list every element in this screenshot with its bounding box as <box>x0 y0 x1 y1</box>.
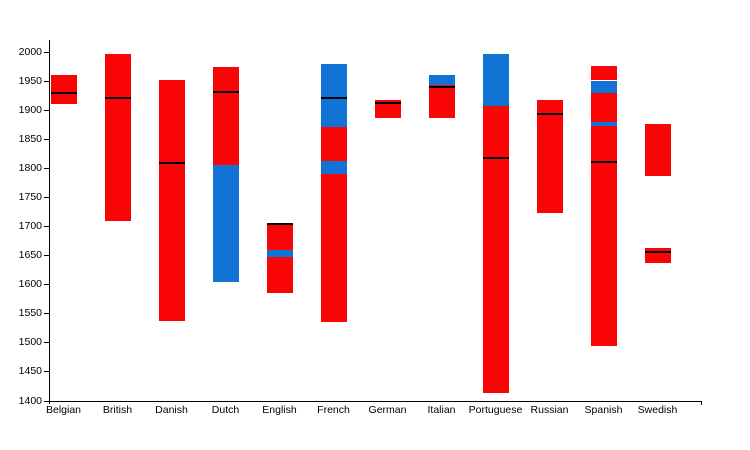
y-tick-mark <box>44 400 49 402</box>
x-category-label: English <box>262 404 297 416</box>
bar-segment-red <box>644 123 671 177</box>
bar-segment-blue <box>320 161 347 174</box>
x-axis-end-tick <box>701 401 702 405</box>
bar-marker-line <box>374 102 401 105</box>
bar-segment-blue <box>212 165 239 283</box>
bar-segment-blue <box>590 80 617 93</box>
y-tick-mark <box>44 109 49 111</box>
x-category-label: French <box>317 404 350 416</box>
bar-marker-line <box>266 223 293 226</box>
bar-segment-blue <box>266 249 293 258</box>
bar-segment-red <box>158 79 185 321</box>
y-tick-label: 1750 <box>18 190 42 203</box>
y-tick-label: 1450 <box>18 365 42 378</box>
x-axis-line <box>49 401 702 402</box>
bar-segment-red <box>320 173 347 322</box>
bar-segment-red <box>590 125 617 346</box>
x-category-label: Danish <box>155 404 188 416</box>
y-tick-mark <box>44 342 49 344</box>
y-tick-label: 1850 <box>18 132 42 145</box>
y-tick-mark <box>44 371 49 373</box>
x-category-label: British <box>102 404 133 416</box>
bar-segment-red <box>482 105 509 393</box>
y-tick-label: 1400 <box>18 394 42 407</box>
y-tick-mark <box>44 51 49 53</box>
bar-segment-blue <box>590 121 617 126</box>
x-category-label: German <box>368 404 407 416</box>
y-tick-label: 2000 <box>18 45 42 58</box>
x-category-label: Russian <box>530 404 569 416</box>
y-tick-mark <box>44 80 49 82</box>
x-category-label: Italian <box>427 404 456 416</box>
bar-marker-line <box>104 96 131 99</box>
bar-segment-red <box>590 65 617 81</box>
y-tick-mark <box>44 313 49 315</box>
bar-segment-red <box>374 99 401 118</box>
y-tick-mark <box>44 226 49 227</box>
bar-marker-line <box>212 91 239 94</box>
x-category-label: Spanish <box>584 404 623 416</box>
x-category-label: Dutch <box>211 404 240 416</box>
bar-marker-line <box>158 161 185 164</box>
x-category-label: Portuguese <box>468 404 523 416</box>
y-tick-label: 1550 <box>18 307 42 320</box>
y-tick-mark <box>44 196 49 198</box>
y-tick-mark <box>44 284 49 286</box>
y-tick-mark <box>44 138 49 140</box>
bar-segment-red <box>590 92 617 122</box>
bar-segment-red <box>266 257 293 293</box>
y-tick-mark <box>44 255 49 257</box>
bar-segment-red <box>320 127 347 162</box>
bar-segment-red <box>536 100 563 214</box>
y-tick-label: 1500 <box>18 336 42 349</box>
bar-segment-red <box>212 66 239 166</box>
y-tick-label: 1650 <box>18 249 42 262</box>
bar-marker-line <box>320 96 347 99</box>
bar-marker-line <box>428 85 455 88</box>
y-tick-label: 1800 <box>18 161 42 174</box>
bar-segment-red <box>428 85 455 118</box>
y-tick-label: 1950 <box>18 74 42 87</box>
bar-segment-blue <box>482 53 509 106</box>
bar-marker-line <box>590 160 617 163</box>
bar-segment-red <box>50 75 77 104</box>
bar-marker-line <box>50 91 77 94</box>
y-tick-label: 1600 <box>18 278 42 291</box>
bar-segment-red <box>104 54 131 221</box>
y-tick-mark <box>44 167 49 169</box>
bar-segment-blue <box>320 64 347 128</box>
bar-marker-line <box>536 112 563 115</box>
x-category-label: Belgian <box>45 404 82 416</box>
bar-marker-line <box>482 157 509 160</box>
y-tick-label: 1900 <box>18 103 42 116</box>
y-tick-label: 1700 <box>18 220 42 232</box>
bar-segment-blue <box>428 74 455 86</box>
bar-segment-red <box>266 223 293 250</box>
bar-marker-line <box>644 250 671 253</box>
x-category-label: Swedish <box>637 404 678 416</box>
y-axis-line <box>49 40 50 404</box>
